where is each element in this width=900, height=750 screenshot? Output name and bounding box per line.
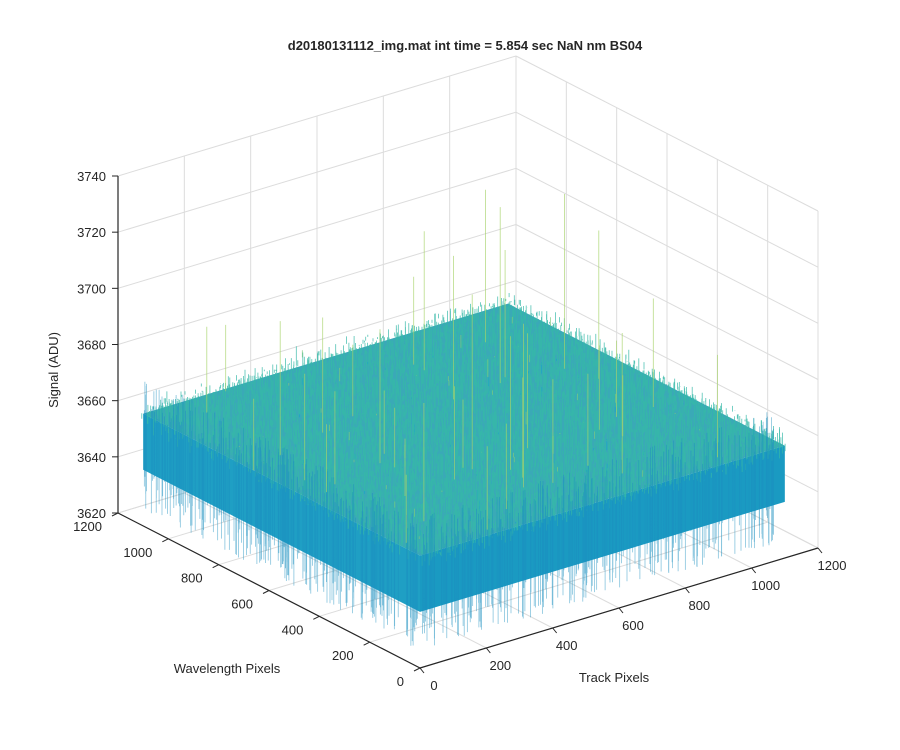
z-tick-label: 3700 (77, 281, 106, 296)
back-wall-grid-line (117, 224, 517, 345)
x-axis-label: Track Pixels (579, 670, 650, 685)
x-tick-mark (618, 607, 624, 614)
y-tick-mark (262, 590, 270, 594)
y-tick-label: 1000 (123, 545, 152, 560)
tick-labels: 0 200 400 600 800 1000 1200 0 200 400 600 800 1000 12… (73, 169, 846, 693)
z-tick-label: 3660 (77, 394, 106, 409)
right-wall-grid-line (515, 167, 819, 324)
z-tick-label: 3740 (77, 169, 106, 184)
back-wall-grid-line (117, 167, 517, 289)
right-wall-grid-line (515, 111, 819, 268)
z-tick-label: 3720 (77, 225, 106, 240)
y-tick-label: 1200 (73, 519, 102, 534)
right-wall-grid-line (515, 280, 819, 437)
y-tick-label: 0 (397, 674, 404, 689)
chart-title: d20180131112_img.mat int time = 5.854 se… (288, 38, 643, 53)
back-wall-grid-line (117, 55, 517, 177)
x-tick-label: 400 (556, 638, 578, 653)
z-axis-label: Signal (ADU) (46, 332, 61, 408)
z-tick-label: 3640 (77, 450, 106, 465)
x-tick-mark (419, 667, 425, 674)
x-tick-label: 800 (688, 598, 710, 613)
y-tick-label: 600 (231, 597, 253, 612)
y-axis-label: Wavelength Pixels (174, 661, 281, 676)
x-tick-label: 0 (430, 678, 437, 693)
y-tick-mark (162, 538, 169, 543)
z-tick-label: 3620 (77, 506, 106, 521)
x-tick-mark (751, 567, 757, 574)
right-wall-grid-line (515, 55, 819, 212)
floor-grid-line (369, 521, 768, 643)
x-tick-mark (485, 647, 491, 654)
x-tick-mark (552, 627, 558, 634)
x-tick-label: 200 (489, 658, 511, 673)
x-tick-mark (817, 547, 823, 554)
y-tick-mark (313, 615, 320, 620)
y-tick-mark (413, 667, 421, 672)
surface-noise-2 (141, 293, 786, 566)
x-tick-label: 1000 (751, 578, 780, 593)
x-tick-label: 1200 (818, 558, 847, 573)
z-tick-label: 3680 (77, 338, 106, 353)
back-wall-grid-line (117, 280, 517, 402)
y-tick-mark (212, 564, 219, 569)
y-tick-label: 800 (181, 571, 203, 586)
right-wall-grid-line (515, 224, 819, 380)
surface-edge-fringe (143, 381, 774, 646)
y-tick-label: 400 (282, 622, 304, 637)
y-tick-mark (363, 641, 370, 646)
surface (141, 189, 786, 646)
x-tick-label: 600 (622, 618, 644, 633)
y-tick-label: 200 (332, 648, 354, 663)
x-tick-mark (684, 587, 690, 594)
back-wall-grid-line (117, 111, 517, 233)
surface-peaks (206, 189, 718, 543)
